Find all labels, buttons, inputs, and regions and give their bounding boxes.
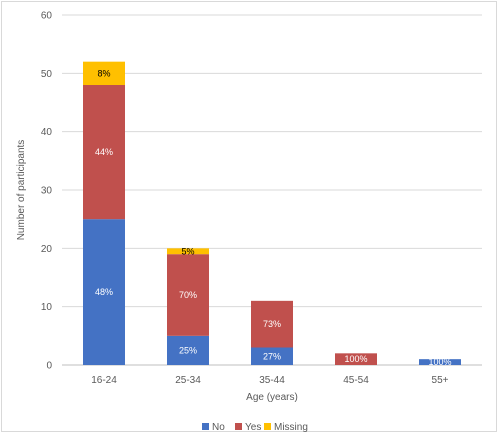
x-axis-title: Age (years) (246, 392, 298, 403)
bar-segment-no-16-24 (83, 219, 125, 365)
x-tick-label: 16-24 (91, 375, 117, 386)
legend-label-yes: Yes (245, 422, 261, 433)
bar-segment-missing-16-24 (83, 61, 125, 85)
data-label: 100% (428, 357, 451, 367)
data-label: 27% (263, 351, 281, 361)
bar-segment-yes-25-34 (167, 254, 209, 336)
y-axis-title: Number of participants (16, 140, 27, 241)
bar-segment-no-55+ (419, 359, 461, 365)
bar-segment-yes-16-24 (83, 85, 125, 220)
y-tick-label: 60 (41, 11, 53, 22)
x-tick-labels: 16-24 25-34 35-44 45-54 55+ (91, 375, 448, 386)
x-tick-label: 35-44 (259, 375, 285, 386)
bar-segment-yes-35-44 (251, 300, 293, 348)
gridlines (62, 14, 482, 366)
y-tick-label: 50 (41, 69, 53, 80)
data-label: 73% (263, 319, 281, 329)
bar-segment-yes-45-54 (335, 353, 377, 365)
data-label: 25% (179, 345, 197, 355)
bar-segment-no-25-34 (167, 335, 209, 365)
y-tick-label: 20 (41, 244, 53, 255)
data-label: 5% (181, 246, 194, 256)
x-tick-label: 45-54 (343, 375, 369, 386)
data-label: 100% (344, 354, 367, 364)
y-tick-labels: 0 10 20 30 40 50 60 (41, 11, 53, 372)
legend-label-no: No (212, 422, 225, 433)
y-tick-label: 30 (41, 186, 53, 197)
legend-swatch-no (202, 423, 209, 430)
bar-segment-missing-25-34 (167, 248, 209, 255)
legend-label-missing: Missing (274, 422, 308, 433)
legend-swatch-yes (235, 423, 242, 430)
data-label: 48% (95, 287, 113, 297)
bar-segment-no-35-44 (251, 347, 293, 365)
legend-swatch-missing (264, 423, 271, 430)
x-tick-label: 55+ (432, 375, 449, 386)
x-tick-label: 25-34 (175, 375, 201, 386)
legend: No Yes Missing (202, 422, 308, 433)
y-tick-label: 40 (41, 127, 53, 138)
data-label: 70% (179, 290, 197, 300)
y-tick-label: 0 (46, 361, 52, 372)
y-tick-label: 10 (41, 302, 53, 313)
data-label: 44% (95, 147, 113, 157)
data-label: 8% (97, 68, 110, 78)
bars: 48% 44% 8% 25% 70% 5% 27% 73% 100% 100% (83, 61, 461, 367)
